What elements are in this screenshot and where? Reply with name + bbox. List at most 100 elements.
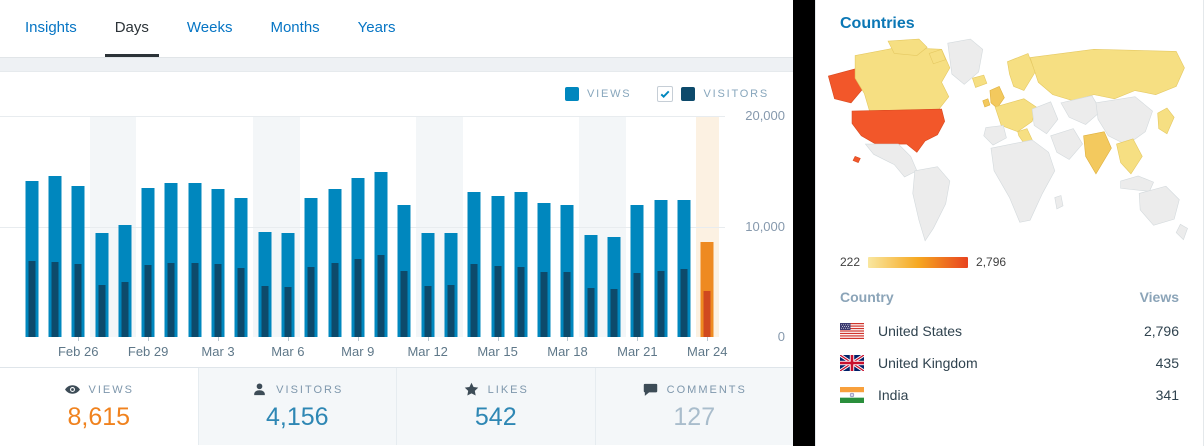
map-central-asia (1060, 95, 1102, 125)
chart-bar-slot[interactable] (463, 116, 486, 337)
country-views: 435 (1155, 355, 1179, 371)
map-southeast-asia (1116, 138, 1143, 175)
country-name: United States (878, 323, 963, 339)
countries-panel: Countries (815, 0, 1204, 446)
views-chart-card: VIEWS VISITORS Feb 26 Feb 29 Mar 3 Mar 6 Mar… (0, 72, 793, 446)
visitors-bar (680, 269, 688, 337)
legend-views: VIEWS (565, 87, 631, 101)
visitors-bar (167, 263, 175, 337)
chart-bar-slot[interactable] (393, 116, 416, 337)
country-name: United Kingdom (878, 355, 978, 371)
map-mexico (864, 143, 918, 178)
visitors-checkbox[interactable] (657, 86, 674, 102)
x-axis-tick (357, 337, 359, 341)
x-axis-label: Feb 29 (127, 344, 169, 359)
y-axis-label: 0 (777, 328, 785, 344)
countries-map[interactable] (816, 35, 1203, 249)
chart-bar-slot[interactable] (43, 116, 66, 337)
flag-us-icon (840, 323, 864, 339)
chart-bar-slot[interactable]: Mar 24 (687, 116, 727, 359)
x-axis-tick (567, 337, 569, 341)
visitors-bar (261, 286, 269, 337)
visitors-bar (98, 284, 106, 337)
tab-days[interactable]: Days (104, 0, 159, 57)
chart-bar-slot[interactable] (672, 116, 695, 337)
summary-visitors-value: 4,156 (265, 403, 329, 431)
x-axis-label: Mar 15 (477, 344, 518, 359)
country-row[interactable]: United Kingdom 435 (816, 347, 1203, 379)
summary-comments-value: 127 (673, 403, 716, 431)
chart-bar-slot[interactable] (323, 116, 346, 337)
chart-bar-slot[interactable]: Mar 21 (617, 116, 658, 359)
map-alaska (827, 68, 863, 104)
chart-bar-slot[interactable] (649, 116, 672, 337)
x-axis-area (0, 337, 793, 367)
country-row[interactable]: India 341 (816, 379, 1203, 411)
chart-bar-slot[interactable] (20, 116, 43, 337)
map-scandinavia (1007, 53, 1036, 91)
visitors-bar (237, 268, 245, 337)
summary-row: VIEWS 8,615 VISITORS 4,156 LIKES 542 (0, 367, 793, 445)
chart-bar-slot[interactable] (113, 116, 137, 337)
chart-bar-slot[interactable] (533, 116, 556, 337)
x-axis-tick (427, 337, 429, 341)
tab-months[interactable]: Months (260, 0, 329, 57)
visitors-bar (633, 272, 641, 337)
chart-bar-slot[interactable] (369, 116, 392, 337)
summary-visitors[interactable]: VISITORS 4,156 (197, 368, 396, 445)
summary-views-label: VIEWS (88, 383, 134, 396)
x-axis-tick (78, 337, 80, 341)
chart-bar-slot[interactable] (230, 116, 253, 337)
countries-table: Country Views United States 2,796 United K… (816, 283, 1203, 411)
map-legend: 222 2,796 (816, 249, 1203, 269)
x-axis-label: Mar 21 (617, 344, 658, 359)
map-australia (1138, 185, 1180, 226)
comment-icon (643, 383, 657, 396)
summary-comments[interactable]: COMMENTS 127 (594, 368, 793, 445)
x-axis-label: Mar 24 (687, 344, 728, 359)
summary-likes[interactable]: LIKES 542 (396, 368, 595, 445)
x-axis-label: Mar 18 (547, 344, 588, 359)
x-axis-label: Feb 26 (57, 344, 99, 359)
countries-title: Countries (840, 15, 915, 32)
chart-bar-slot[interactable] (160, 116, 183, 337)
tab-years[interactable]: Years (348, 0, 406, 57)
chart-bar-slot[interactable]: Mar 9 (341, 116, 374, 359)
chart-bar-slot[interactable] (183, 116, 206, 337)
map-india (1083, 131, 1112, 175)
tab-insights[interactable]: Insights (15, 0, 87, 57)
flag-in-icon (840, 387, 864, 403)
gridline-20000 (0, 116, 725, 117)
chart-bar-slot[interactable]: Mar 3 (201, 116, 235, 359)
bar-chart: Feb 26 Feb 29 Mar 3 Mar 6 Mar 9 Mar 12 Mar 15 M… (0, 108, 785, 359)
chart-bar-slot[interactable]: Mar 15 (477, 116, 518, 359)
stats-panel: Insights Days Weeks Months Years VIEWS VISIT… (0, 0, 793, 446)
map-eastern-europe (1031, 101, 1059, 135)
chart-bar-slot[interactable]: Feb 29 (128, 116, 168, 359)
panel-divider (793, 0, 815, 446)
summary-views[interactable]: VIEWS 8,615 (0, 368, 198, 445)
visitors-bar (74, 264, 82, 337)
visitors-bar (28, 260, 36, 337)
country-row[interactable]: United States 2,796 (816, 315, 1203, 347)
flag-gb-icon (840, 355, 864, 371)
views-swatch (565, 87, 579, 101)
visitors-bar (424, 285, 432, 337)
visitors-bar (354, 259, 362, 337)
map-greenland (947, 38, 984, 85)
map-russia (1029, 49, 1185, 102)
visitors-bar (540, 272, 548, 337)
map-south-america (912, 166, 951, 242)
chart-bar-slot[interactable]: Mar 18 (547, 116, 588, 359)
country-views: 2,796 (1143, 323, 1179, 339)
map-legend-max: 2,796 (976, 255, 1007, 269)
visitors-bar (657, 271, 665, 337)
tab-weeks[interactable]: Weeks (177, 0, 243, 57)
map-new-zealand (1175, 223, 1188, 241)
legend-visitors[interactable]: VISITORS (657, 86, 769, 102)
chart-bar-slot[interactable] (300, 116, 323, 337)
chart-bar-slot[interactable] (509, 116, 532, 337)
chart-bar-slot[interactable]: Feb 26 (58, 116, 98, 359)
map-iceland (972, 74, 988, 88)
visitors-bar (470, 263, 478, 337)
